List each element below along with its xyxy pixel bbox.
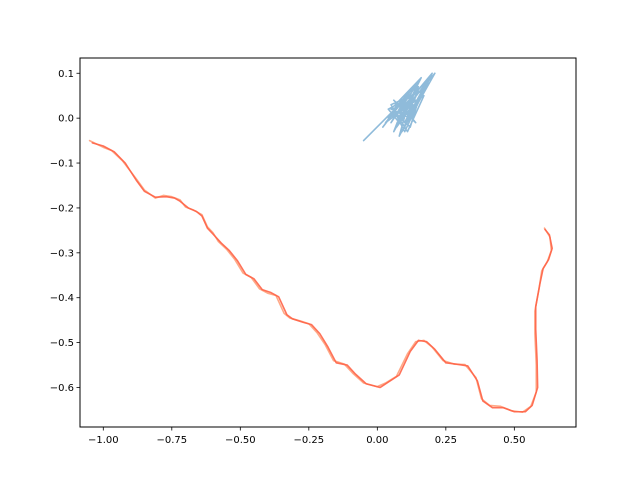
y-tick-label: 0.1 xyxy=(58,69,74,80)
x-tick-label: −0.25 xyxy=(293,435,324,446)
x-tick-label: 0.50 xyxy=(503,435,525,446)
y-tick-label: −0.2 xyxy=(50,203,74,214)
x-tick-label: −0.75 xyxy=(156,435,187,446)
y-tick-label: −0.4 xyxy=(50,293,74,304)
series-layer xyxy=(88,72,553,413)
x-tick-label: −1.00 xyxy=(88,435,119,446)
y-tick-label: −0.3 xyxy=(50,248,74,259)
y-tick-label: −0.6 xyxy=(50,383,74,394)
x-tick-label: 0.00 xyxy=(366,435,388,446)
x-axis: −1.00 −0.75 −0.50 −0.25 0.00 0.25 0.50 xyxy=(88,427,525,446)
series-line-3 xyxy=(91,142,553,413)
plot-frame xyxy=(79,57,577,428)
x-tick-label: −0.50 xyxy=(225,435,256,446)
y-tick-label: −0.1 xyxy=(50,159,74,170)
x-tick-label: 0.25 xyxy=(435,435,457,446)
series-line-1 xyxy=(362,72,436,142)
y-tick-label: −0.5 xyxy=(50,338,74,349)
y-tick-label: 0.0 xyxy=(58,114,74,125)
y-axis: 0.1 0.0 −0.1 −0.2 −0.3 −0.4 −0.5 −0.6 xyxy=(50,69,80,394)
